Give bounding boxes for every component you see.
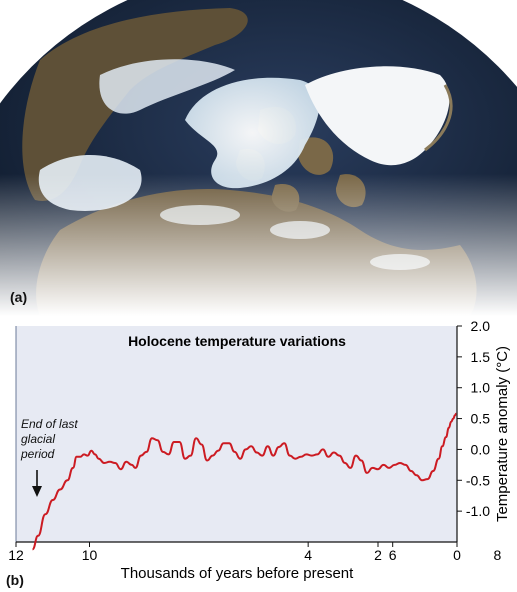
annotation-arrow	[32, 470, 42, 497]
annotation-line-2: glacial	[21, 432, 55, 446]
y-ticks: 2.0 1.5 1.0 0.5 0.0 -0.5 -1.0	[457, 318, 490, 519]
y-tick-label: -1.0	[466, 503, 490, 519]
x-tick-label: 2	[374, 547, 382, 563]
holocene-chart: 12 10 4 2 6 0 8 2.0 1.5 1.0 0.5 0.0 -0.5 -1.0 Holoce…	[6, 318, 511, 588]
x-tick-label: 0	[453, 547, 461, 563]
plot-area	[16, 326, 457, 542]
y-tick-label: 0.0	[471, 441, 491, 457]
series-layer	[31, 412, 457, 551]
x-tick-label: 12	[8, 547, 24, 563]
arctic-globe-image: (a)	[0, 0, 517, 316]
y-tick-label: 1.5	[471, 349, 491, 365]
y-tick-label: 2.0	[471, 318, 491, 334]
chart-title: Holocene temperature variations	[128, 333, 346, 349]
y-axis-label: Temperature anomaly (°C)	[494, 346, 511, 522]
panel-a-label: (a)	[10, 289, 27, 305]
x-tick-label: 8	[494, 547, 502, 563]
annotation-end-of-glacial: End of last glacial period	[20, 417, 78, 461]
y-tick-label: 1.0	[471, 380, 491, 396]
annotation-line-3: period	[20, 447, 55, 461]
x-tick-label: 4	[304, 547, 312, 563]
temperature-series-line	[31, 412, 457, 551]
y-tick-label: -0.5	[466, 472, 490, 488]
panel-b-label: (b)	[6, 572, 24, 588]
annotation-line-1: End of last	[21, 417, 78, 431]
x-tick-label: 6	[389, 547, 397, 563]
x-axis-label: Thousands of years before present	[121, 565, 354, 582]
x-tick-label: 10	[82, 547, 98, 563]
x-ticks: 12 10 4 2 6 0 8	[8, 542, 502, 563]
y-tick-label: 0.5	[471, 411, 491, 427]
